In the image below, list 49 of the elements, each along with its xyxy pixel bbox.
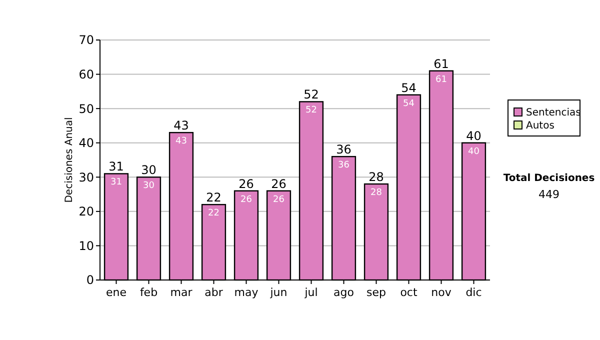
total-label: 43 bbox=[174, 118, 189, 133]
legend-label: Autos bbox=[526, 120, 554, 132]
x-tick-label: jul bbox=[304, 286, 318, 299]
y-tick-label: 0 bbox=[86, 273, 94, 288]
x-tick-label: jun bbox=[269, 286, 288, 299]
x-tick-label: ago bbox=[334, 286, 354, 299]
text: Total Decisiones bbox=[503, 173, 595, 184]
total-label: 54 bbox=[401, 80, 416, 95]
data-label: 22 bbox=[208, 208, 220, 219]
total-label: 52 bbox=[304, 88, 319, 102]
data-label: 36 bbox=[338, 160, 350, 171]
total-label: 30 bbox=[141, 163, 156, 178]
data-label: 26 bbox=[273, 194, 285, 205]
total-label: 36 bbox=[336, 142, 352, 157]
data-label: 28 bbox=[370, 188, 382, 198]
data-label: 30 bbox=[143, 181, 155, 192]
x-tick-label: abr bbox=[204, 286, 224, 299]
y-tick-label: 50 bbox=[78, 102, 94, 116]
x-tick-label: mar bbox=[170, 286, 193, 299]
data-label: 43 bbox=[176, 136, 187, 147]
data-label: 40 bbox=[468, 146, 480, 157]
total-label: 28 bbox=[368, 170, 384, 184]
x-tick-label: nov bbox=[431, 286, 452, 299]
data-label: 61 bbox=[436, 74, 447, 85]
y-tick-label: 20 bbox=[78, 204, 94, 219]
text: 449 bbox=[538, 188, 560, 201]
y-tick-label: 10 bbox=[78, 238, 94, 253]
total-label: 22 bbox=[206, 190, 222, 205]
x-tick-label: feb bbox=[140, 286, 158, 299]
total-label: 40 bbox=[466, 128, 482, 143]
total-label: 61 bbox=[434, 56, 449, 71]
y-tick-label: 60 bbox=[78, 67, 94, 82]
y-tick-label: 40 bbox=[78, 136, 94, 150]
x-tick-label: ene bbox=[106, 286, 127, 299]
total-label: 26 bbox=[271, 176, 286, 191]
y-axis-title: Decisiones Anual bbox=[64, 117, 75, 203]
total-label: 26 bbox=[238, 176, 254, 191]
data-label: 54 bbox=[403, 98, 415, 109]
x-tick-label: oct bbox=[400, 286, 418, 299]
x-tick-label: sep bbox=[366, 286, 386, 299]
y-tick-label: 70 bbox=[78, 33, 94, 48]
data-label: 26 bbox=[240, 194, 252, 205]
x-tick-label: may bbox=[234, 286, 259, 299]
data-label: 52 bbox=[306, 106, 317, 116]
data-label: 31 bbox=[110, 178, 122, 188]
legend-label: Sentencias bbox=[526, 108, 581, 118]
y-tick-label: 30 bbox=[78, 170, 94, 184]
x-tick-label: dic bbox=[466, 286, 482, 299]
total-label: 31 bbox=[108, 160, 124, 174]
